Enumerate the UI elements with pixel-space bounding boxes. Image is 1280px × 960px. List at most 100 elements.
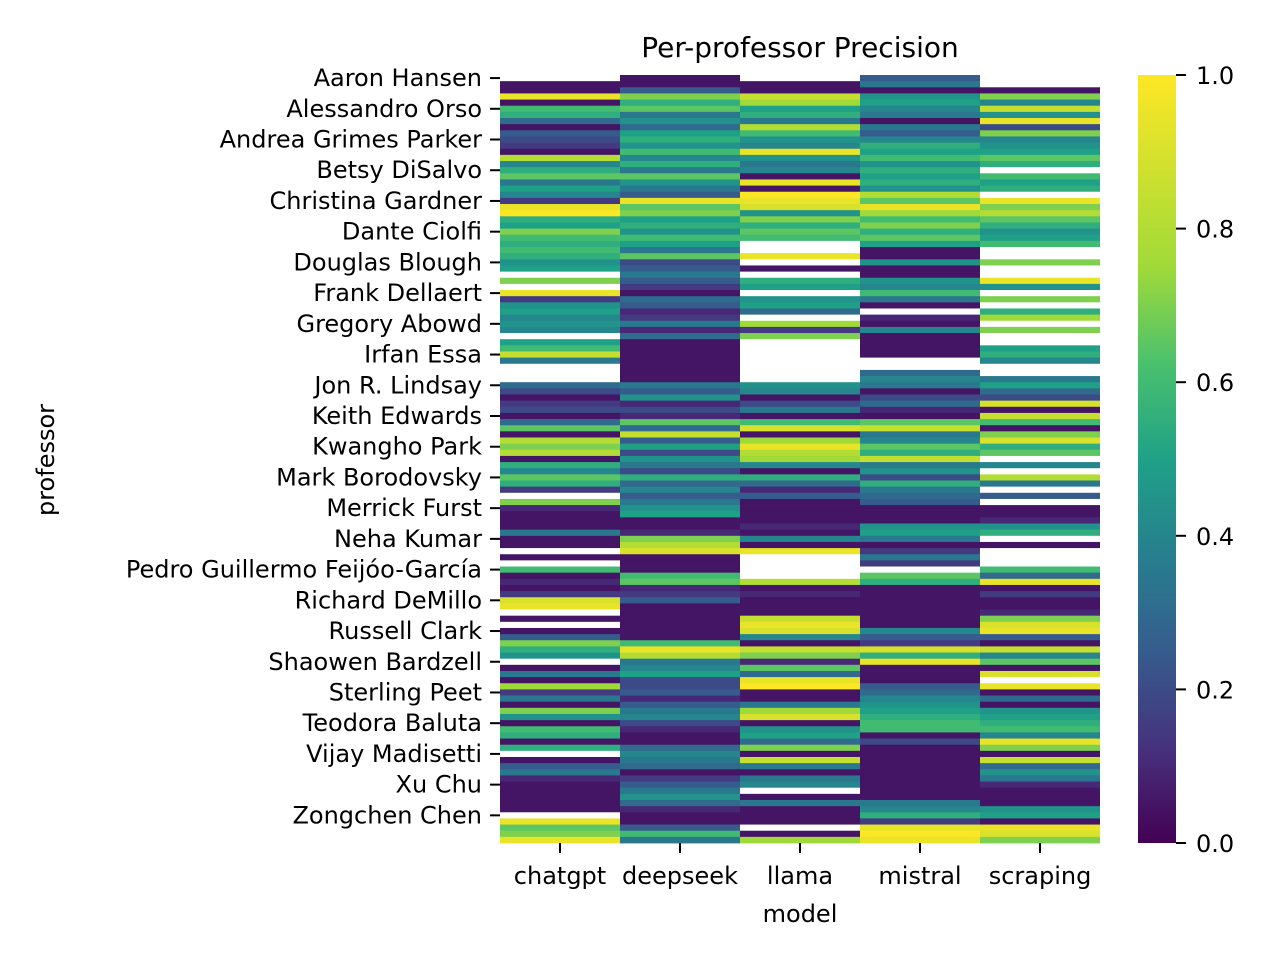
heatmap-cell	[740, 191, 860, 199]
heatmap-cell	[620, 578, 740, 586]
heatmap-cell	[500, 419, 620, 426]
heatmap-cell	[500, 277, 620, 285]
heatmap-cell	[980, 204, 1100, 211]
heatmap-cell	[980, 511, 1100, 518]
y-tick-label: Andrea Grimes Parker	[220, 126, 482, 154]
heatmap-cell	[620, 584, 740, 592]
heatmap-cell	[500, 670, 620, 678]
heatmap-cell	[620, 627, 740, 635]
heatmap-cell	[740, 738, 860, 746]
heatmap-cell	[860, 455, 980, 463]
heatmap-cell	[980, 775, 1100, 782]
heatmap-cell	[980, 136, 1100, 143]
heatmap-cell	[500, 627, 620, 635]
heatmap-cell	[620, 750, 740, 758]
heatmap-cell	[740, 449, 860, 457]
heatmap-cell	[620, 756, 740, 764]
heatmap-cell	[740, 529, 860, 537]
heatmap-cell	[860, 689, 980, 696]
heatmap-cell	[500, 87, 620, 94]
heatmap-cell	[860, 480, 980, 488]
heatmap-cell	[620, 621, 740, 629]
heatmap-cell	[980, 621, 1100, 629]
heatmap-cell	[740, 578, 860, 586]
heatmap-cell	[980, 726, 1100, 733]
heatmap-cell	[500, 511, 620, 518]
heatmap-cell	[860, 185, 980, 193]
heatmap-cell	[740, 314, 860, 322]
heatmap-cell	[620, 677, 740, 684]
heatmap-cell	[980, 480, 1100, 488]
heatmap-cell	[860, 554, 980, 561]
heatmap-cell	[980, 363, 1100, 371]
heatmap-cell	[980, 462, 1100, 469]
heatmap-cell	[860, 142, 980, 150]
heatmap-cell	[860, 105, 980, 113]
heatmap-cell	[500, 498, 620, 506]
heatmap-cell	[500, 455, 620, 463]
heatmap-cell	[860, 670, 980, 678]
heatmap-cell	[860, 775, 980, 782]
heatmap-cell	[620, 259, 740, 266]
heatmap-cell	[620, 492, 740, 500]
heatmap-cell	[620, 406, 740, 414]
heatmap-cell	[980, 437, 1100, 445]
heatmap-cell	[860, 167, 980, 174]
x-tick-label: deepseek	[622, 862, 738, 890]
y-tick-label: Richard DeMillo	[295, 586, 482, 614]
heatmap-cell	[620, 597, 740, 604]
heatmap-cell	[620, 799, 740, 807]
heatmap-cell	[860, 535, 980, 543]
heatmap-cell	[980, 646, 1100, 653]
heatmap-cell	[980, 566, 1100, 574]
heatmap-cell	[740, 677, 860, 684]
heatmap-cell	[980, 130, 1100, 137]
heatmap-cell	[980, 265, 1100, 272]
heatmap-cell	[500, 154, 620, 162]
y-tick-label: Mark Borodovsky	[276, 463, 482, 491]
heatmap-cell	[620, 812, 740, 819]
heatmap-cell	[740, 695, 860, 703]
heatmap-cell	[980, 191, 1100, 199]
y-tick-label: Zongchen Chen	[292, 801, 482, 829]
heatmap-cell	[980, 382, 1100, 389]
heatmap-cell	[740, 388, 860, 395]
heatmap-cell	[980, 222, 1100, 229]
heatmap-cell	[980, 369, 1100, 377]
heatmap-cell	[620, 382, 740, 389]
heatmap-cell	[740, 81, 860, 88]
heatmap-cell	[860, 283, 980, 291]
heatmap-cell	[620, 283, 740, 291]
heatmap-cell	[620, 437, 740, 445]
heatmap-cell	[500, 664, 620, 672]
heatmap-cell	[980, 296, 1100, 303]
heatmap-cell	[740, 824, 860, 832]
heatmap-cell	[740, 548, 860, 555]
heatmap-cell	[740, 204, 860, 211]
heatmap-cell	[620, 781, 740, 789]
heatmap-cell	[740, 750, 860, 758]
colorbar-tick-label: 0.6	[1196, 369, 1234, 397]
heatmap-cell	[620, 683, 740, 690]
heatmap-cell	[740, 756, 860, 764]
heatmap-cell	[860, 130, 980, 137]
heatmap-cell	[980, 505, 1100, 512]
heatmap-cell	[980, 320, 1100, 328]
heatmap-cell	[860, 351, 980, 359]
heatmap-cell	[980, 720, 1100, 727]
heatmap-cell	[740, 105, 860, 113]
heatmap-cell	[500, 492, 620, 500]
heatmap-cell	[620, 738, 740, 746]
heatmap-cell	[620, 806, 740, 813]
heatmap-cell	[860, 677, 980, 684]
heatmap-cell	[740, 308, 860, 316]
heatmap-cell	[860, 566, 980, 574]
heatmap-cell	[500, 836, 620, 844]
heatmap-cell	[740, 689, 860, 696]
heatmap-cell	[860, 124, 980, 131]
heatmap-cell	[860, 431, 980, 438]
x-tick-label: mistral	[878, 862, 961, 890]
heatmap-cell	[620, 154, 740, 162]
heatmap-cell	[980, 597, 1100, 604]
heatmap-cell	[500, 124, 620, 131]
